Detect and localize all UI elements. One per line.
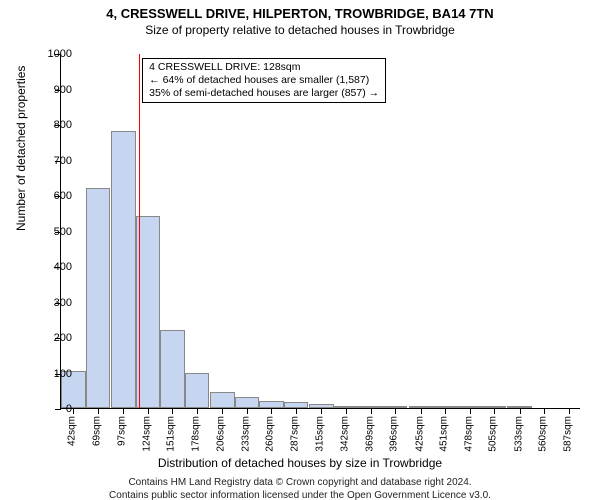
- footer-line2: Contains public sector information licen…: [0, 490, 600, 500]
- x-tick-label: 396sqm: [389, 416, 400, 452]
- footer-line1: Contains HM Land Registry data © Crown c…: [0, 477, 600, 490]
- x-tick-label: 151sqm: [166, 416, 177, 452]
- x-tick: [395, 408, 396, 414]
- x-tick-label: 478sqm: [463, 416, 474, 452]
- x-tick: [421, 408, 422, 414]
- y-tick-label: 600: [54, 190, 72, 202]
- callout-line1: 4 CRESSWELL DRIVE: 128sqm: [149, 61, 379, 74]
- footer: Contains HM Land Registry data © Crown c…: [0, 477, 600, 500]
- x-tick: [520, 408, 521, 414]
- chart-container: 4, CRESSWELL DRIVE, HILPERTON, TROWBRIDG…: [0, 6, 600, 500]
- x-tick: [98, 408, 99, 414]
- plot-area: [60, 54, 580, 409]
- y-tick-label: 800: [54, 119, 72, 131]
- x-tick-label: 97sqm: [117, 416, 128, 446]
- y-tick-label: 500: [54, 226, 72, 238]
- chart-title: 4, CRESSWELL DRIVE, HILPERTON, TROWBRIDG…: [0, 6, 600, 21]
- y-tick-label: 0: [66, 403, 72, 415]
- y-tick-label: 1000: [48, 48, 72, 60]
- y-tick-label: 300: [54, 297, 72, 309]
- y-tick-label: 700: [54, 155, 72, 167]
- chart-subtitle: Size of property relative to detached ho…: [0, 23, 600, 37]
- y-axis-label: Number of detached properties: [14, 66, 28, 231]
- histogram-bar: [259, 401, 284, 408]
- x-tick: [247, 408, 248, 414]
- y-tick-label: 400: [54, 261, 72, 273]
- x-tick-label: 206sqm: [216, 416, 227, 452]
- x-tick: [470, 408, 471, 414]
- x-tick: [321, 408, 322, 414]
- x-tick: [148, 408, 149, 414]
- x-tick: [271, 408, 272, 414]
- histogram-bar: [185, 373, 210, 409]
- histogram-bar: [160, 330, 185, 408]
- histogram-bar: [235, 397, 260, 408]
- x-tick-label: 560sqm: [538, 416, 549, 452]
- y-tick-label: 100: [54, 368, 72, 380]
- x-tick: [123, 408, 124, 414]
- x-tick: [544, 408, 545, 414]
- x-tick: [296, 408, 297, 414]
- x-tick-label: 425sqm: [415, 416, 426, 452]
- x-tick-label: 260sqm: [265, 416, 276, 452]
- x-tick: [445, 408, 446, 414]
- x-tick-label: 451sqm: [439, 416, 450, 452]
- histogram-bar: [86, 188, 111, 408]
- x-axis-label: Distribution of detached houses by size …: [0, 456, 600, 470]
- y-tick-label: 200: [54, 332, 72, 344]
- x-tick: [197, 408, 198, 414]
- x-tick: [73, 408, 74, 414]
- x-tick-label: 178sqm: [190, 416, 201, 452]
- x-tick-label: 287sqm: [290, 416, 301, 452]
- reference-line: [139, 54, 140, 408]
- callout-box: 4 CRESSWELL DRIVE: 128sqm ← 64% of detac…: [142, 58, 386, 103]
- y-tick: [55, 409, 61, 410]
- x-tick-label: 69sqm: [91, 416, 102, 446]
- x-tick-label: 315sqm: [315, 416, 326, 452]
- x-tick-label: 369sqm: [364, 416, 375, 452]
- x-tick-label: 342sqm: [340, 416, 351, 452]
- x-tick-label: 124sqm: [141, 416, 152, 452]
- x-tick: [371, 408, 372, 414]
- x-tick-label: 587sqm: [562, 416, 573, 452]
- x-tick-label: 533sqm: [513, 416, 524, 452]
- x-tick: [494, 408, 495, 414]
- chart-area: 4 CRESSWELL DRIVE: 128sqm ← 64% of detac…: [60, 54, 580, 409]
- x-tick: [346, 408, 347, 414]
- x-tick-label: 505sqm: [488, 416, 499, 452]
- x-tick-label: 233sqm: [240, 416, 251, 452]
- callout-line2: ← 64% of detached houses are smaller (1,…: [149, 74, 379, 87]
- histogram-bar: [210, 392, 235, 408]
- callout-line3: 35% of semi-detached houses are larger (…: [149, 87, 379, 100]
- x-tick: [222, 408, 223, 414]
- x-tick: [172, 408, 173, 414]
- x-tick: [569, 408, 570, 414]
- y-tick-label: 900: [54, 84, 72, 96]
- x-tick-label: 42sqm: [67, 416, 78, 446]
- histogram-bar: [111, 131, 136, 408]
